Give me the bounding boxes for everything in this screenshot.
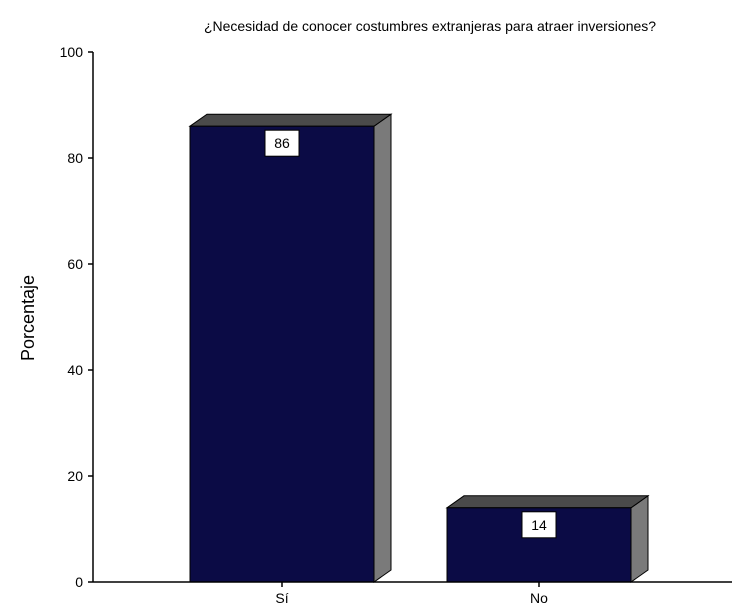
bar-top-1: [445, 495, 650, 509]
bar-side-1: [630, 494, 649, 583]
y-tick-label-4: 80: [67, 150, 83, 166]
bar-0: [189, 125, 375, 583]
y-tick-label-2: 40: [67, 362, 83, 378]
data-label-box-1: [521, 511, 557, 539]
y-axis-label: Porcentaje: [18, 275, 38, 361]
bar-top-0: [188, 113, 393, 127]
y-tick-label-1: 20: [67, 468, 83, 484]
plot-area: 86 14 0 20 40 60 80 100 Sí No: [60, 44, 732, 606]
y-tick-label-3: 60: [67, 256, 83, 272]
y-tick-label-0: 0: [75, 574, 83, 590]
bar-side-0: [373, 113, 392, 583]
x-tick-label-0: Sí: [275, 590, 288, 606]
y-tick-label-5: 100: [60, 44, 84, 60]
data-label-box-0: [264, 129, 300, 157]
x-tick-label-1: No: [530, 590, 548, 606]
data-label-1: 14: [531, 517, 547, 533]
data-label-0: 86: [274, 135, 290, 151]
chart-title: ¿Necesidad de conocer costumbres extranj…: [204, 18, 656, 34]
